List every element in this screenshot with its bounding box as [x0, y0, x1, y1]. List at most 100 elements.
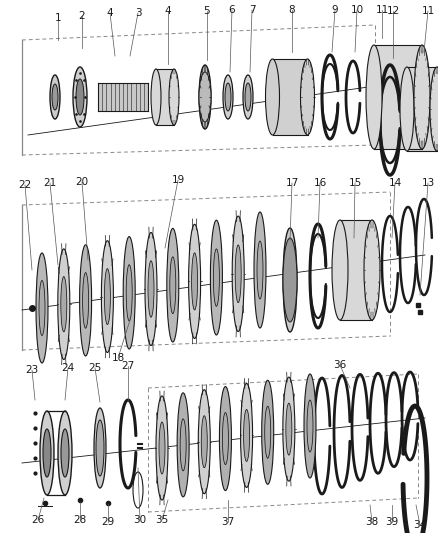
Ellipse shape: [83, 272, 88, 328]
Ellipse shape: [245, 83, 251, 111]
Text: 23: 23: [25, 365, 39, 375]
Ellipse shape: [94, 408, 106, 488]
Text: 13: 13: [421, 178, 434, 188]
Ellipse shape: [257, 241, 263, 299]
Ellipse shape: [213, 249, 219, 306]
Ellipse shape: [265, 59, 279, 135]
Ellipse shape: [73, 67, 87, 127]
Ellipse shape: [232, 216, 244, 332]
Bar: [340, 220, 372, 320]
Ellipse shape: [400, 67, 414, 151]
Ellipse shape: [283, 377, 295, 481]
Ellipse shape: [283, 238, 297, 322]
Ellipse shape: [61, 429, 69, 477]
Text: 25: 25: [88, 363, 102, 373]
Text: 10: 10: [350, 5, 364, 15]
Text: 30: 30: [134, 515, 147, 525]
Ellipse shape: [265, 406, 271, 458]
Text: 3: 3: [135, 8, 141, 18]
Text: 6: 6: [229, 5, 235, 15]
Ellipse shape: [156, 396, 168, 500]
Ellipse shape: [102, 241, 113, 352]
Ellipse shape: [210, 220, 223, 335]
Ellipse shape: [235, 245, 241, 303]
Ellipse shape: [304, 374, 316, 478]
Text: 27: 27: [121, 361, 134, 371]
Ellipse shape: [286, 403, 292, 455]
Text: 39: 39: [385, 517, 399, 527]
Ellipse shape: [58, 411, 72, 495]
Ellipse shape: [223, 75, 233, 119]
Text: 20: 20: [75, 177, 88, 187]
Text: 7: 7: [249, 5, 255, 15]
Ellipse shape: [180, 419, 186, 471]
Ellipse shape: [199, 72, 211, 122]
Ellipse shape: [201, 416, 207, 468]
Text: 8: 8: [289, 5, 295, 15]
Bar: [272, 59, 307, 135]
Text: 11: 11: [375, 5, 389, 15]
Text: 36: 36: [333, 360, 346, 370]
Text: 28: 28: [74, 515, 87, 525]
Text: 34: 34: [413, 520, 427, 530]
Ellipse shape: [225, 83, 231, 111]
Ellipse shape: [430, 67, 438, 151]
Ellipse shape: [240, 383, 253, 488]
Text: 19: 19: [171, 175, 185, 185]
Ellipse shape: [223, 413, 229, 465]
Text: 21: 21: [43, 178, 57, 188]
Ellipse shape: [243, 75, 253, 119]
Ellipse shape: [169, 69, 179, 125]
Ellipse shape: [262, 380, 274, 484]
Bar: [98, 83, 148, 111]
Ellipse shape: [283, 228, 297, 332]
Ellipse shape: [199, 65, 211, 129]
Bar: [374, 45, 422, 149]
Ellipse shape: [145, 232, 157, 345]
Ellipse shape: [76, 79, 84, 115]
Text: 11: 11: [421, 6, 434, 16]
Ellipse shape: [219, 386, 231, 490]
Ellipse shape: [414, 45, 430, 149]
Ellipse shape: [151, 69, 161, 125]
Ellipse shape: [189, 224, 201, 338]
Ellipse shape: [244, 409, 250, 462]
Text: 9: 9: [332, 5, 338, 15]
Bar: [156, 69, 174, 125]
Text: 16: 16: [313, 178, 327, 188]
Text: 1: 1: [55, 13, 61, 23]
Ellipse shape: [40, 411, 54, 495]
Text: 5: 5: [204, 6, 210, 16]
Text: 29: 29: [101, 517, 115, 527]
Ellipse shape: [307, 400, 313, 452]
Ellipse shape: [300, 59, 314, 135]
Ellipse shape: [364, 220, 380, 320]
Text: 26: 26: [32, 515, 45, 525]
Ellipse shape: [148, 261, 154, 317]
Ellipse shape: [177, 393, 189, 497]
Text: 22: 22: [18, 180, 32, 190]
Ellipse shape: [159, 422, 165, 474]
Ellipse shape: [80, 245, 92, 356]
Text: 37: 37: [221, 517, 235, 527]
Ellipse shape: [58, 249, 70, 359]
Ellipse shape: [61, 277, 67, 332]
Text: 14: 14: [389, 178, 402, 188]
Ellipse shape: [254, 212, 266, 328]
Text: 2: 2: [79, 11, 85, 21]
Ellipse shape: [366, 45, 382, 149]
Ellipse shape: [43, 429, 51, 477]
Ellipse shape: [191, 253, 198, 310]
Text: 35: 35: [155, 515, 169, 525]
Ellipse shape: [50, 75, 60, 119]
Text: 18: 18: [111, 353, 125, 363]
Ellipse shape: [52, 84, 58, 110]
Ellipse shape: [198, 390, 210, 494]
Ellipse shape: [39, 280, 45, 335]
Ellipse shape: [167, 229, 179, 342]
Text: 4: 4: [107, 8, 113, 18]
Text: 12: 12: [386, 6, 399, 16]
Text: 17: 17: [286, 178, 299, 188]
Bar: [407, 67, 437, 151]
Text: 24: 24: [61, 363, 74, 373]
